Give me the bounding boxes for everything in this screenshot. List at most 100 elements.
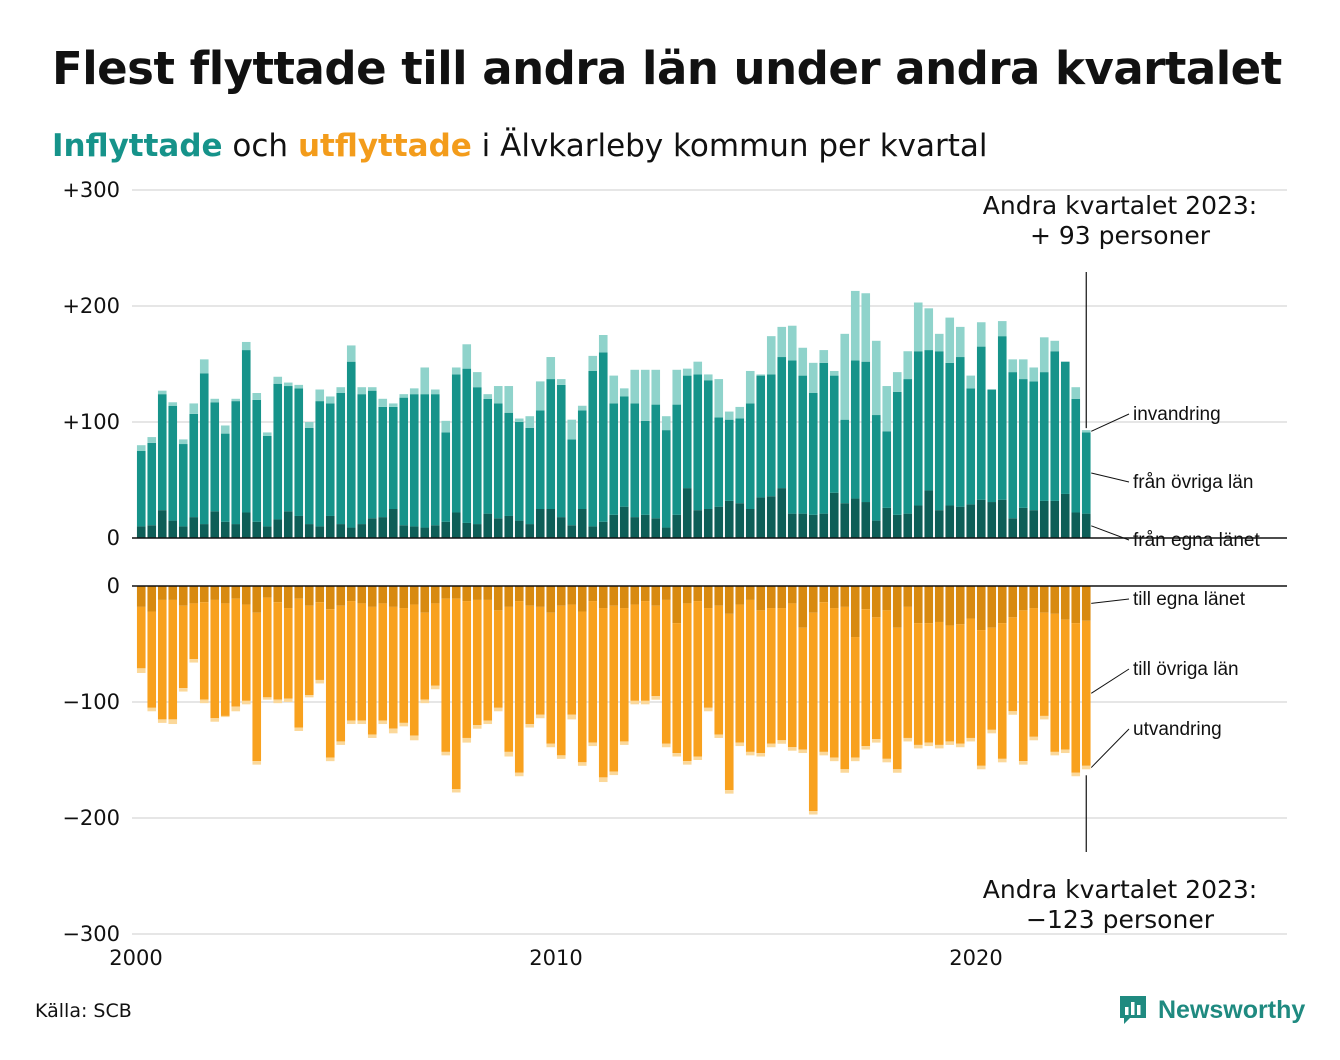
bar-inflow-segment — [147, 442, 157, 526]
y-tick-label-bottom: −100 — [62, 690, 120, 714]
bar-outflow-segment — [892, 769, 902, 773]
bar-outflow-segment — [262, 586, 272, 598]
bar-inflow-segment — [882, 431, 892, 508]
bar-inflow-segment — [787, 360, 797, 514]
bar-outflow-segment — [913, 744, 923, 749]
bar-outflow-segment — [304, 695, 314, 698]
bar-inflow-segment — [304, 427, 314, 525]
bar-outflow-segment — [178, 688, 188, 692]
bar-outflow-segment — [210, 586, 220, 600]
bar-outflow-segment — [777, 740, 787, 744]
bar-inflow-segment — [840, 503, 850, 538]
bar-inflow-segment — [619, 506, 629, 538]
bar-inflow-segment — [745, 509, 755, 538]
bar-inflow-segment — [724, 500, 734, 538]
bar-inflow-segment — [147, 437, 157, 443]
bar-inflow-segment — [504, 386, 514, 413]
bar-outflow-segment — [504, 606, 514, 752]
bar-outflow-segment — [1029, 736, 1039, 741]
bar-outflow-segment — [703, 586, 713, 609]
bar-inflow-segment — [1039, 337, 1049, 373]
bar-outflow-segment — [273, 699, 283, 704]
bar-outflow-segment — [199, 699, 209, 704]
bar-inflow-segment — [241, 341, 251, 351]
bar-outflow-segment — [241, 586, 251, 605]
bar-outflow-segment — [724, 613, 734, 791]
outflow-bars — [136, 586, 1091, 815]
bar-inflow-segment — [262, 432, 272, 436]
bar-outflow-segment — [315, 602, 325, 680]
bar-outflow-segment — [220, 715, 230, 718]
bar-outflow-segment — [861, 746, 871, 750]
bar-inflow-segment — [472, 387, 482, 525]
bar-inflow-segment — [399, 397, 409, 526]
bar-inflow-segment — [924, 350, 934, 491]
bar-outflow-segment — [168, 719, 178, 725]
bar-outflow-segment — [441, 751, 451, 756]
bar-outflow-segment — [672, 586, 682, 624]
subtitle-utflyttade: utflyttade — [297, 128, 472, 164]
bar-outflow-segment — [619, 608, 629, 742]
bar-outflow-segment — [304, 605, 314, 696]
subtitle-inflyttade: Inflyttade — [52, 128, 223, 164]
bar-inflow-segment — [913, 505, 923, 538]
bar-outflow-segment — [241, 604, 251, 701]
bar-outflow-segment — [1039, 612, 1049, 716]
bar-outflow-segment — [966, 586, 976, 619]
y-tick-label-top: +200 — [62, 294, 120, 318]
bar-inflow-segment — [714, 506, 724, 538]
bar-inflow-segment — [819, 362, 829, 514]
bar-inflow-segment — [252, 399, 262, 522]
bar-outflow-segment — [766, 608, 776, 744]
bar-inflow-segment — [525, 524, 535, 538]
bar-inflow-segment — [1029, 367, 1039, 382]
bar-outflow-segment — [514, 601, 524, 773]
bar-inflow-segment — [157, 510, 167, 538]
bar-outflow-segment — [357, 603, 367, 721]
bar-inflow-segment — [283, 386, 293, 512]
bar-outflow-segment — [483, 720, 493, 725]
bar-outflow-segment — [409, 735, 419, 741]
bar-inflow-segment — [273, 383, 283, 520]
bar-outflow-segment — [598, 777, 608, 783]
bar-inflow-segment — [1060, 361, 1070, 494]
bar-outflow-segment — [315, 679, 325, 684]
bar-inflow-segment — [651, 518, 661, 538]
bar-outflow-segment — [598, 586, 608, 609]
source-label: Källa: SCB — [35, 1000, 132, 1022]
bar-outflow-segment — [189, 603, 199, 660]
bar-inflow-segment — [798, 375, 808, 514]
bar-inflow-segment — [693, 374, 703, 511]
bar-outflow-segment — [420, 612, 430, 700]
bar-outflow-segment — [1081, 620, 1091, 766]
annotation-text: −123 personer — [1026, 905, 1215, 934]
bar-inflow-segment — [388, 406, 398, 509]
bar-outflow-segment — [556, 755, 566, 759]
bar-outflow-segment — [798, 627, 808, 750]
bar-inflow-segment — [294, 388, 304, 516]
bar-outflow-segment — [651, 696, 661, 700]
bar-inflow-segment — [1039, 500, 1049, 538]
bar-inflow-segment — [735, 503, 745, 538]
bar-inflow-segment — [892, 391, 902, 515]
subtitle-och: och — [232, 128, 289, 164]
bar-outflow-segment — [735, 586, 745, 605]
annotation-text: Andra kvartalet 2023: — [983, 191, 1257, 220]
bar-outflow-segment — [462, 601, 472, 738]
bar-outflow-segment — [147, 611, 157, 708]
bar-inflow-segment — [546, 379, 556, 509]
bar-inflow-segment — [850, 290, 860, 361]
bar-inflow-segment — [514, 520, 524, 538]
bar-outflow-segment — [283, 698, 293, 702]
bar-inflow-segment — [976, 322, 986, 347]
bar-outflow-segment — [409, 586, 419, 605]
bar-inflow-segment — [577, 405, 587, 411]
bar-inflow-segment — [514, 422, 524, 521]
bar-outflow-segment — [399, 722, 409, 727]
chart-subtitle: Inflyttade och utflyttade i Älvkarleby k… — [52, 128, 988, 164]
bar-inflow-segment — [745, 403, 755, 509]
bar-inflow-segment — [357, 394, 367, 525]
bar-inflow-segment — [1029, 381, 1039, 511]
bar-inflow-segment — [493, 403, 503, 519]
